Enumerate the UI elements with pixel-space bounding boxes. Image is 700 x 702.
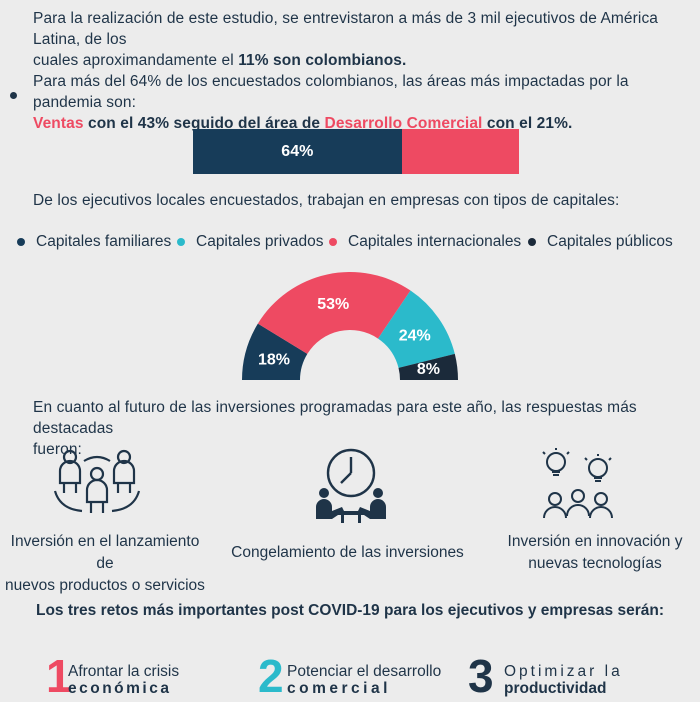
bar-segment-2 <box>401 129 519 174</box>
bullet-dot <box>10 92 17 99</box>
legend-swatch-internacionales <box>329 238 337 246</box>
people-network-icon <box>53 449 141 513</box>
reto-1-line-1: Afrontar la crisis <box>68 663 180 680</box>
legend-item-internacionales: Capitales internacionales <box>329 233 521 251</box>
inversiones-line-2: fueron: <box>33 441 82 458</box>
reto-3-number: 3 <box>468 650 494 702</box>
reto-1-number: 1 <box>46 650 72 702</box>
legend-swatch-publicos <box>528 238 536 246</box>
inversion-caption-3: Inversión en innovación y nuevas tecnolo… <box>490 531 700 575</box>
reto-3-line-2: productividad <box>504 680 607 697</box>
donut-slice-capitales-públicos <box>398 353 458 380</box>
legend-item-publicos: Capitales públicos <box>528 233 673 251</box>
areas-line-2: Ventas con el 43% seguido del área de De… <box>33 113 698 134</box>
ideas-team-icon <box>542 448 613 519</box>
legend-swatch-privados <box>177 238 185 246</box>
areas-end: con el 21%. <box>482 115 573 132</box>
desarrollo-highlight: Desarrollo Comercial <box>324 115 483 132</box>
areas-text: Para más del 64% de los encuestados colo… <box>33 71 698 134</box>
capitales-intro: De los ejecutivos locales encuestados, t… <box>33 192 620 209</box>
donut-label-capitales-privados: 24% <box>399 328 431 345</box>
inversion-caption-1-line-1: Inversión en el lanzamiento de <box>10 533 200 572</box>
donut-label-capitales-internacionales: 53% <box>317 296 349 313</box>
intro-line-2-plain: cuales aproximandamente el <box>33 52 239 69</box>
donut-label-capitales-públicos: 8% <box>417 361 440 378</box>
reto-2-number: 2 <box>258 650 284 702</box>
inversion-caption-3-line-2: nuevas tecnologías <box>528 555 662 572</box>
capitales-half-donut-chart: 18% 53% 24% 8% <box>242 272 458 380</box>
reto-2-line-1: Potenciar el desarrollo <box>287 663 442 680</box>
legend-label-publicos: Capitales públicos <box>547 233 673 250</box>
legend-label-privados: Capitales privados <box>196 233 324 250</box>
legend-item-privados: Capitales privados <box>177 233 324 251</box>
reto-1-line-2: económica <box>68 680 172 697</box>
retos-title: Los tres retos más importantes post COVI… <box>36 602 664 619</box>
areas-line-1: Para más del 64% de los encuestados colo… <box>33 73 629 111</box>
reto-2-line-2: comercial <box>287 680 391 697</box>
inversion-caption-1-line-2: nuevos productos o servicios <box>5 577 205 594</box>
bar-label-1: 64% <box>281 142 314 160</box>
inversion-caption-3-line-1: Inversión en innovación y <box>507 533 683 550</box>
donut-label-capitales-familiares: 18% <box>258 352 290 369</box>
inversiones-line-1: En cuanto al futuro de las inversiones p… <box>33 399 637 437</box>
ventas-highlight: Ventas <box>33 115 84 132</box>
intro-line-2-bold: 11% son colombianos. <box>238 52 407 69</box>
intro-line-2: cuales aproximandamente el 11% son colom… <box>33 50 693 71</box>
donut-slice-capitales-internacionales <box>257 272 411 354</box>
intro-text: Para la realización de este estudio, se … <box>33 8 693 71</box>
impact-bar-chart: 64% <box>193 129 519 174</box>
legend-item-familiares: Capitales familiares <box>17 233 171 251</box>
inversion-caption-2-line-1: Congelamiento de las inversiones <box>231 544 464 561</box>
clock-meeting-icon <box>316 448 386 523</box>
legend-swatch-familiares <box>17 238 25 246</box>
inversion-caption-2: Congelamiento de las inversiones <box>230 542 465 564</box>
legend-label-familiares: Capitales familiares <box>36 233 172 250</box>
inversion-caption-1: Inversión en el lanzamiento de nuevos pr… <box>0 531 210 597</box>
legend-label-internacionales: Capitales internacionales <box>348 233 522 250</box>
donut-slice-capitales-privados <box>378 290 455 368</box>
reto-3-line-1: Optimizar la <box>504 663 623 680</box>
bar-segment-1 <box>193 129 402 174</box>
areas-mid: con el 43% seguido del área de <box>83 115 325 132</box>
donut-slice-capitales-familiares <box>242 323 308 380</box>
intro-line-1: Para la realización de este estudio, se … <box>33 10 659 48</box>
inversiones-intro: En cuanto al futuro de las inversiones p… <box>33 397 693 460</box>
